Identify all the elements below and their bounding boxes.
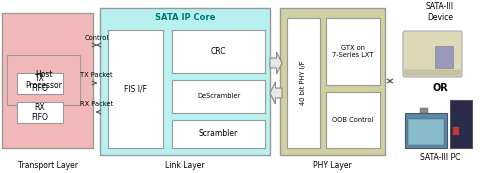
Bar [287, 18, 320, 148]
Bar [17, 102, 63, 123]
FancyBboxPatch shape [405, 113, 447, 148]
Bar [435, 46, 453, 68]
Text: Control: Control [84, 35, 108, 41]
Text: Link Layer: Link Layer [165, 161, 205, 170]
Text: OOB Control: OOB Control [332, 117, 374, 123]
Text: TX Packet: TX Packet [80, 72, 113, 78]
Text: Transport Layer: Transport Layer [18, 161, 78, 170]
Text: SATA IP Core: SATA IP Core [155, 13, 215, 22]
Bar [172, 30, 265, 73]
Text: SATA-III PC: SATA-III PC [420, 153, 460, 162]
Text: DeScrambler: DeScrambler [197, 93, 240, 99]
Bar [326, 92, 380, 148]
Text: OR: OR [432, 83, 448, 93]
Bar [2, 13, 93, 148]
Bar [100, 8, 270, 155]
Text: PHY Layer: PHY Layer [313, 161, 352, 170]
Bar [420, 108, 428, 113]
Text: RX Packet: RX Packet [80, 101, 113, 107]
Text: CRC: CRC [211, 47, 226, 56]
Bar [326, 18, 380, 85]
Text: Host
Processor: Host Processor [25, 70, 62, 90]
Text: SATA-III
Device: SATA-III Device [426, 2, 454, 22]
Polygon shape [270, 82, 282, 104]
Text: TX
FIFO: TX FIFO [32, 74, 48, 93]
Bar [408, 119, 444, 145]
Bar [453, 127, 459, 135]
Text: Scrambler: Scrambler [199, 130, 238, 139]
Bar [17, 73, 63, 94]
Bar [7, 55, 80, 105]
Bar [108, 30, 163, 148]
Text: GTX on
7-Series LXT: GTX on 7-Series LXT [332, 45, 374, 58]
Bar [450, 100, 472, 148]
Text: RX
FIFO: RX FIFO [32, 103, 48, 122]
Polygon shape [270, 52, 282, 74]
Text: 40 bit PHY I/F: 40 bit PHY I/F [300, 61, 306, 105]
Bar [280, 8, 385, 155]
FancyBboxPatch shape [403, 31, 462, 77]
Text: FIS I/F: FIS I/F [124, 84, 147, 93]
Bar [172, 80, 265, 113]
Bar [172, 120, 265, 148]
Bar [405, 70, 460, 75]
